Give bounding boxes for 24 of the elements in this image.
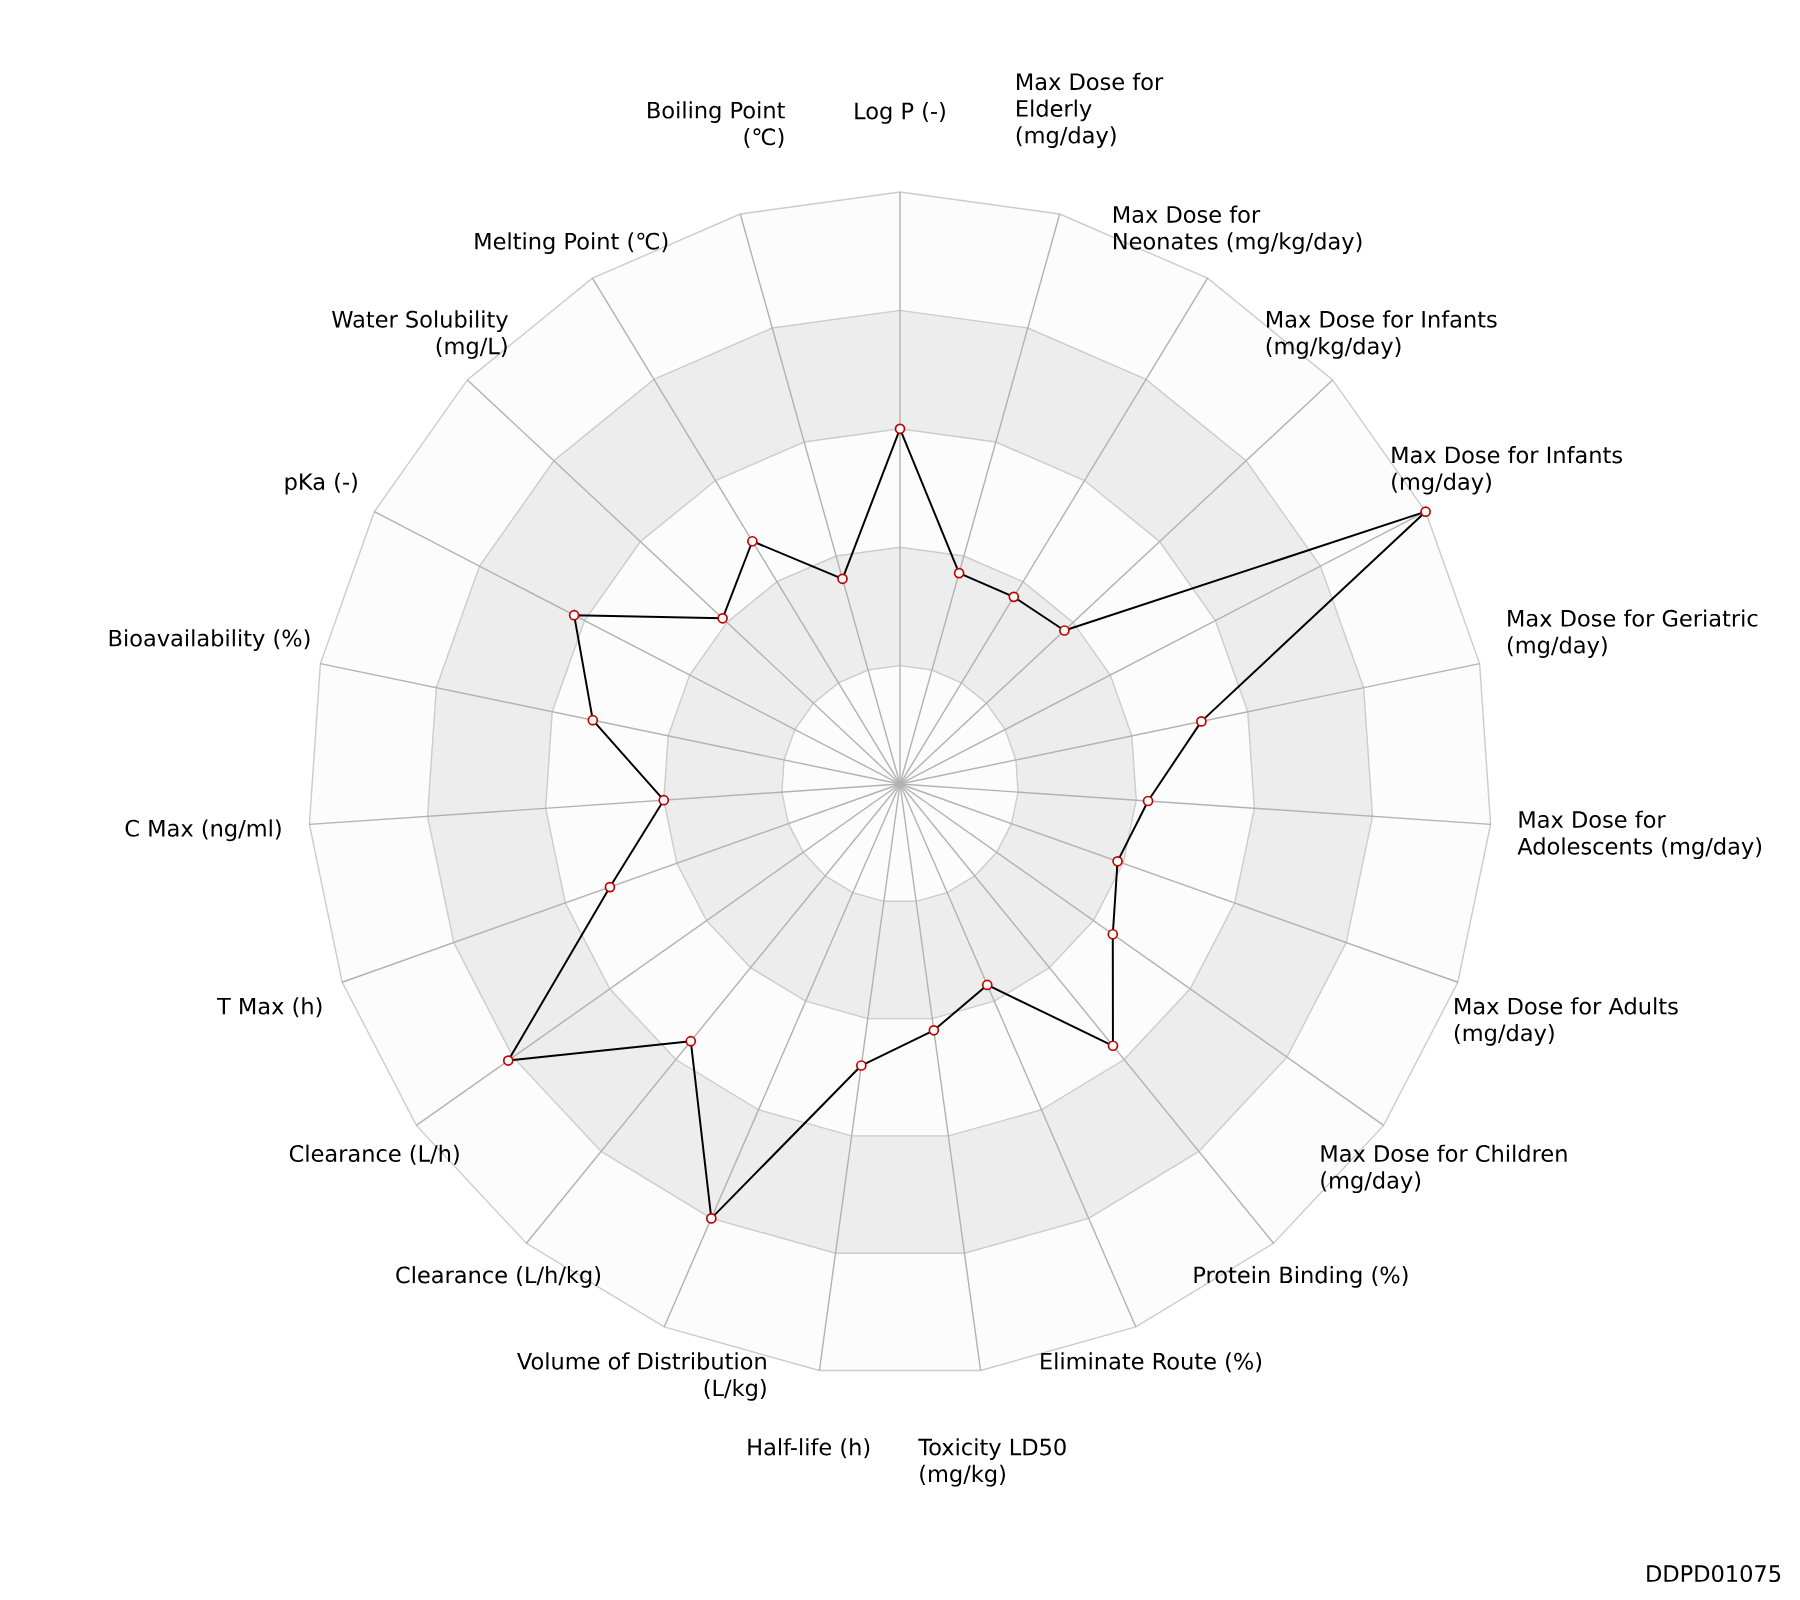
- spoke-label: Water Solubility (mg/L): [332, 310, 508, 359]
- spoke-label: Volume of Distribution (L/kg): [517, 1352, 766, 1401]
- spoke-label: Max Dose for Infants (mg/kg/day): [1266, 310, 1497, 359]
- spoke-label: Boiling Point (℃): [648, 101, 785, 148]
- spoke-label: Bioavailability (%): [109, 629, 310, 651]
- spoke-label: Max Dose for Children (mg/day): [1321, 1144, 1567, 1194]
- spoke-label: C Max (ng/ml): [125, 819, 281, 842]
- spoke-label: Max Dose for Elderly (mg/day): [1016, 72, 1164, 148]
- spoke-label: Max Dose for Geriatric (mg/day): [1507, 609, 1758, 658]
- spoke-label: Max Dose for Neonates (mg/kg/day): [1114, 205, 1362, 255]
- spoke-label: pKa (-): [285, 472, 357, 495]
- spoke-label: Protein Binding (%): [1194, 1266, 1408, 1288]
- spoke-label: Half-life (h): [748, 1438, 870, 1459]
- spoke-label: Max Dose for Adults (mg/day): [1454, 997, 1678, 1046]
- text: DDPD01075: [1647, 1565, 1781, 1583]
- spoke-label: Eliminate Route (%): [1041, 1352, 1262, 1373]
- spoke-label: Log P (-): [855, 102, 945, 124]
- spoke-label: T Max (h): [216, 997, 322, 1018]
- spoke-label: Clearance (L/h/kg): [396, 1266, 601, 1288]
- spoke-label: Melting Point (℃): [475, 232, 668, 255]
- spoke-label: Max Dose for Infants (mg/day): [1392, 446, 1622, 495]
- spoke-label: Clearance (L/h): [289, 1144, 459, 1165]
- spoke-label: Toxicity LD50 (mg/kg): [918, 1438, 1066, 1487]
- spoke-label: Max Dose for Adolescents (mg/day): [1517, 810, 1762, 860]
